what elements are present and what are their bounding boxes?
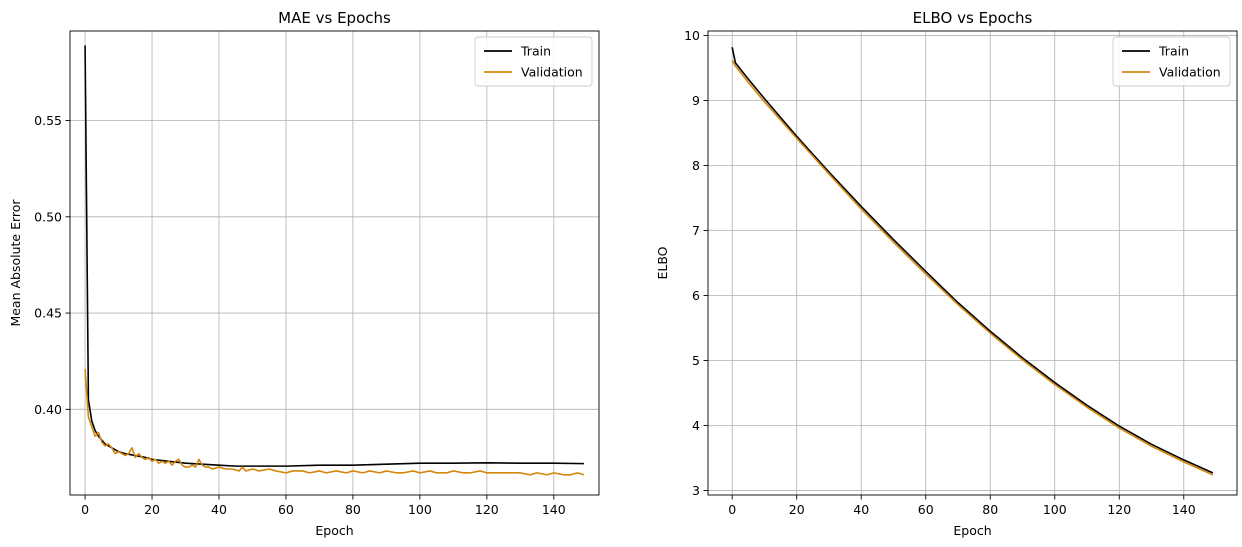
y-tick-label: 10 [684,28,700,43]
x-tick-label: 80 [982,502,998,517]
y-tick-label: 0.45 [34,306,62,321]
series-line-train [84,45,584,467]
y-tick-label: 4 [692,418,700,433]
chart-title: ELBO vs Epochs [913,9,1033,27]
series-line-train [731,47,1214,474]
legend-label-validation: Validation [521,65,583,80]
y-tick-label: 7 [692,223,700,238]
y-tick-label: 5 [692,353,700,368]
y-tick-label: 0.55 [34,113,62,128]
x-tick-label: 60 [918,502,934,517]
x-tick-label: 120 [475,502,499,517]
y-axis-label: ELBO [655,246,670,279]
legend-box [474,36,593,87]
y-tick-label: 9 [692,93,700,108]
legend: Train Validation [474,36,593,87]
legend: Train Validation [1112,36,1231,87]
x-tick-label: 80 [345,502,361,517]
x-tick-label: 0 [728,502,736,517]
x-tick-label: 0 [81,502,89,517]
series-line-validation [731,59,1214,476]
x-tick-label: 140 [1172,502,1196,517]
x-tick-label: 60 [278,502,294,517]
x-tick-label: 20 [144,502,160,517]
chart-1: 0 20 40 60 80 100 120 140 0.40 0.45 0.50 0.55 MAE vs… [8,9,600,538]
x-tick-label: 20 [789,502,805,517]
x-tick-label: 140 [542,502,566,517]
y-axis-label: Mean Absolute Error [8,199,23,327]
y-tick-label: 3 [692,483,700,498]
y-tick-label: 0.40 [34,402,62,417]
x-tick-label: 40 [853,502,869,517]
legend-label-train: Train [1158,44,1189,59]
x-axis-label: Epoch [953,523,991,538]
y-tick-label: 0.50 [34,209,62,224]
chart-title: MAE vs Epochs [278,9,391,27]
x-axis-label: Epoch [315,523,353,538]
axes-frame [69,30,600,496]
x-tick-label: 100 [408,502,432,517]
legend-box [1112,36,1231,87]
legend-label-train: Train [520,44,551,59]
x-tick-label: 40 [211,502,227,517]
legend-label-validation: Validation [1159,65,1221,80]
axes-frame [707,30,1238,496]
x-tick-label: 120 [1107,502,1131,517]
series-line-validation [84,368,585,476]
y-tick-label: 6 [692,288,700,303]
y-tick-label: 8 [692,158,700,173]
x-tick-label: 100 [1043,502,1067,517]
chart-2: 0 20 40 60 80 100 120 140 3 4 5 6 7 8 9 10 ELBO vs Epoch… [655,9,1238,538]
